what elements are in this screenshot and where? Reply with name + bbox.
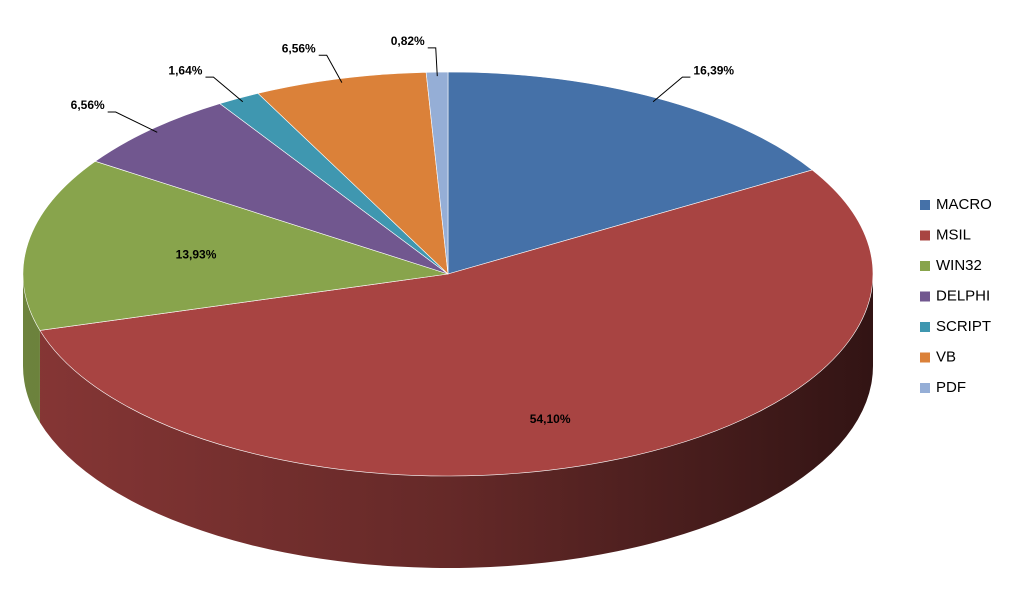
pie-side xyxy=(23,274,40,423)
leader-line xyxy=(107,111,158,133)
leader-line xyxy=(318,54,343,83)
legend-swatch xyxy=(920,200,930,210)
legend-swatch xyxy=(920,383,930,393)
legend-swatch xyxy=(920,352,930,363)
legend-label: WIN32 xyxy=(936,257,982,274)
legend-label: MACRO xyxy=(936,196,992,213)
data-label: 6,56% xyxy=(282,41,316,55)
data-label: 0,82% xyxy=(391,34,425,48)
data-label: 54,10% xyxy=(530,412,571,426)
legend-label: PDF xyxy=(936,379,966,396)
data-label: 1,64% xyxy=(168,63,202,77)
leader-line xyxy=(205,76,244,103)
pie-side xyxy=(39,274,873,569)
legend-label: SCRIPT xyxy=(936,318,991,335)
leader-line xyxy=(652,76,691,103)
leader-line xyxy=(427,47,438,77)
legend-label: MSIL xyxy=(936,226,971,243)
legend-swatch xyxy=(920,261,930,271)
pie-slice xyxy=(22,160,449,331)
legend-swatch xyxy=(920,291,930,302)
data-label: 16,39% xyxy=(693,63,734,77)
legend-label: DELPHI xyxy=(936,287,990,304)
pie-slice xyxy=(39,169,874,477)
legend-label: VB xyxy=(936,348,956,365)
legend-swatch xyxy=(920,230,930,241)
legend-swatch xyxy=(920,322,930,332)
data-label: 6,56% xyxy=(71,98,105,112)
data-label: 13,93% xyxy=(176,248,217,262)
